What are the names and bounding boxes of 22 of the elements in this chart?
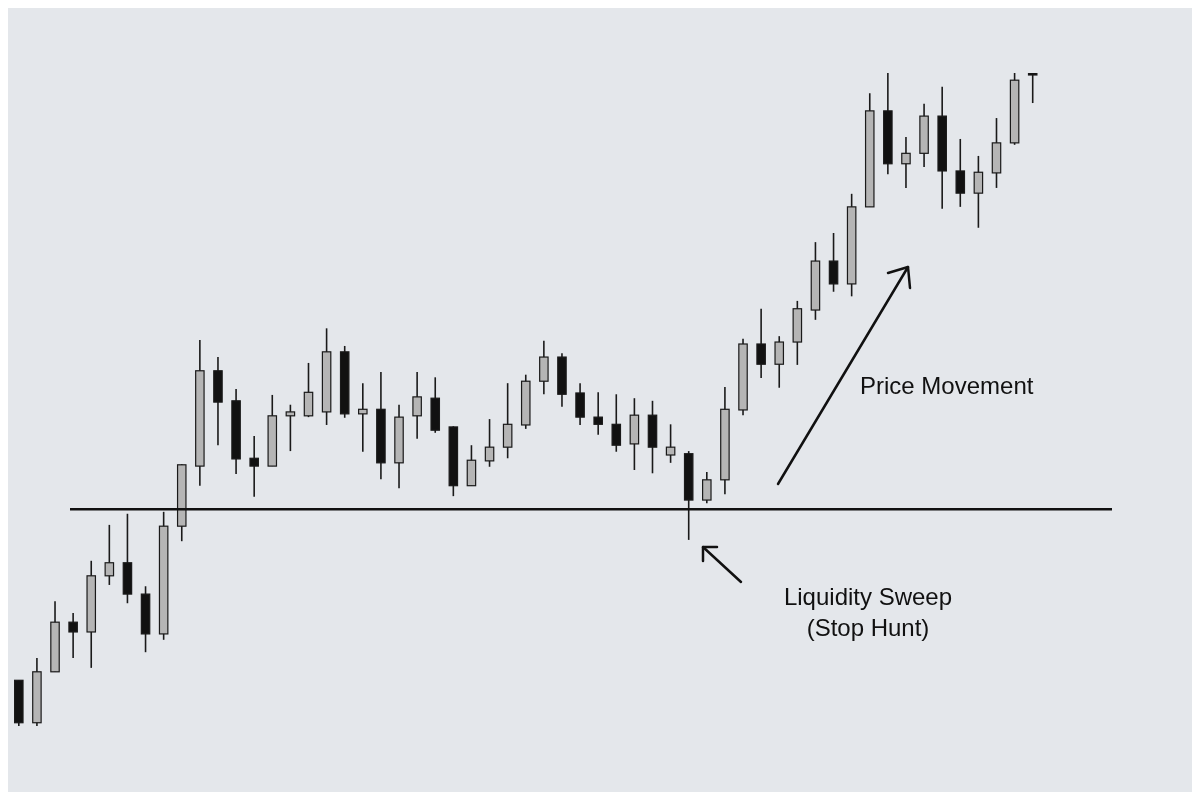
candlestick bbox=[593, 391, 603, 436]
candlestick bbox=[828, 232, 839, 293]
candlestick bbox=[303, 362, 314, 418]
candlestick bbox=[285, 403, 296, 452]
candlestick bbox=[412, 371, 422, 440]
candlestick bbox=[955, 138, 966, 208]
candlestick bbox=[901, 136, 911, 189]
annotation: Price Movement bbox=[860, 372, 1034, 400]
candlestick bbox=[358, 382, 368, 453]
candlestick bbox=[104, 524, 115, 586]
candlestick bbox=[502, 382, 513, 460]
candlestick bbox=[774, 335, 785, 389]
candlestick bbox=[665, 423, 676, 464]
candlestick bbox=[1027, 73, 1038, 104]
annotation: Liquidity Sweep (Stop Hunt) bbox=[782, 582, 954, 643]
candlestick bbox=[484, 418, 495, 468]
candlestick bbox=[973, 155, 984, 229]
candlestick bbox=[702, 471, 712, 505]
candlestick bbox=[68, 612, 78, 659]
candlestick bbox=[611, 393, 622, 453]
candlestick bbox=[756, 307, 766, 379]
candlestick bbox=[249, 435, 259, 498]
